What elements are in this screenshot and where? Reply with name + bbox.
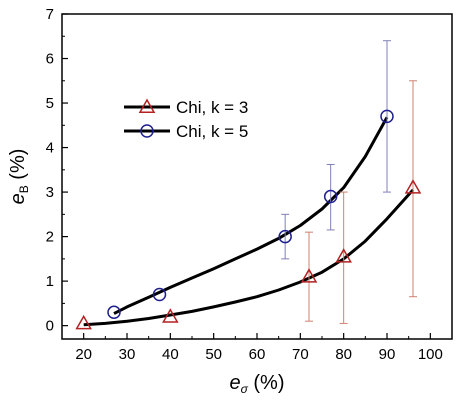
fit-line-series-1 (113, 116, 389, 315)
x-tick-label: 70 (292, 346, 309, 363)
y-axis-title-rest: (%) (7, 149, 29, 186)
legend-marker-triangle (138, 98, 156, 113)
x-axis-ticks: 20 30 40 50 60 70 80 90 100 (75, 333, 443, 363)
data-point-triangle (404, 179, 422, 194)
fit-lines (83, 116, 415, 327)
data-point-circle (278, 229, 292, 244)
x-tick-label: 80 (335, 346, 352, 363)
y-axis-title-main: e (7, 193, 29, 204)
legend-label-k3: Chi, k = 3 (176, 98, 248, 117)
legend-marker-circle (140, 124, 154, 138)
data-point-circle (380, 109, 394, 124)
x-tick-label: 60 (249, 346, 266, 363)
y-tick-label: 2 (46, 229, 54, 246)
legend: Chi, k = 3 Chi, k = 5 (124, 98, 248, 141)
y-tick-label: 5 (46, 95, 54, 112)
data-point-triangle (75, 314, 92, 330)
fit-line-series-0 (83, 188, 415, 327)
y-axis-title: eB (%) (7, 149, 31, 205)
x-axis-title-main: e (229, 372, 240, 394)
data-point-circle (107, 305, 121, 320)
y-tick-label: 7 (46, 6, 54, 23)
data-point-circle (152, 287, 167, 302)
y-axis-ticks: 0 1 2 3 4 5 6 7 (46, 6, 68, 335)
y-tick-label: 3 (46, 184, 54, 201)
legend-label-k5: Chi, k = 5 (176, 122, 248, 141)
y-tick-label: 4 (46, 140, 54, 157)
x-tick-label: 20 (75, 346, 92, 363)
data-markers (75, 109, 422, 330)
y-tick-label: 1 (46, 273, 54, 290)
plot-frame (61, 13, 453, 340)
data-point-triangle (162, 308, 179, 323)
data-point-circle (323, 189, 338, 204)
x-tick-label: 90 (379, 346, 396, 363)
x-tick-label: 40 (162, 346, 179, 363)
y-axis-title-sub: B (17, 185, 31, 193)
data-point-triangle (335, 248, 352, 263)
x-axis-title-rest: (%) (248, 372, 285, 394)
x-axis-title: eσ (%) (229, 372, 284, 396)
error-bars (281, 40, 417, 324)
data-point-triangle (300, 268, 318, 283)
y-tick-label: 6 (46, 51, 54, 68)
x-tick-label: 30 (119, 346, 136, 363)
legend-marker (140, 124, 154, 138)
legend-marker (138, 98, 156, 113)
x-axis-title-sub: σ (241, 382, 249, 396)
y-tick-label: 0 (46, 318, 54, 335)
x-tick-label: 100 (418, 346, 443, 363)
x-tick-label: 50 (205, 346, 222, 363)
